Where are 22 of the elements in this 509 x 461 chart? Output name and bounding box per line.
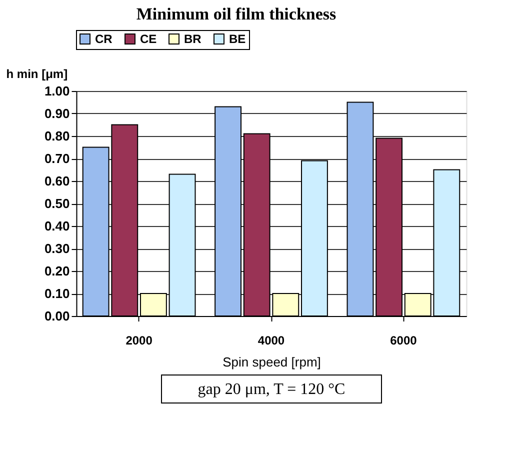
y-tick-label: 0.40	[44, 218, 70, 234]
y-tick-label: 1.00	[44, 84, 70, 98]
chart-title: Minimum oil film thickness	[136, 4, 337, 24]
x-tick-label: 2000	[126, 334, 153, 348]
x-axis-title: Spin speed [rpm]	[222, 354, 321, 370]
y-tick-label: 0.10	[44, 286, 70, 301]
y-tick-label: 0.90	[44, 106, 70, 121]
legend-label: CE	[140, 32, 157, 46]
y-tick-label: 0.30	[44, 241, 70, 256]
y-tick-label: 0.60	[44, 174, 70, 188]
y-tick-label: 0.70	[44, 151, 70, 166]
y-axis-title: h min [μm]	[6, 67, 68, 81]
y-tick-label: 0.50	[44, 196, 70, 211]
legend-label: BR	[184, 32, 202, 46]
y-tick-label: 0.80	[44, 128, 70, 144]
legend-label: BE	[229, 32, 246, 46]
y-tick-label: 0.20	[44, 264, 70, 278]
text: gap 20 μm, T = 120 °C	[198, 381, 346, 398]
y-tick-label: 0.00	[44, 308, 70, 324]
x-tick-label: 6000	[390, 334, 418, 348]
legend-label: CR	[95, 32, 113, 46]
x-tick-label: 4000	[258, 334, 285, 348]
